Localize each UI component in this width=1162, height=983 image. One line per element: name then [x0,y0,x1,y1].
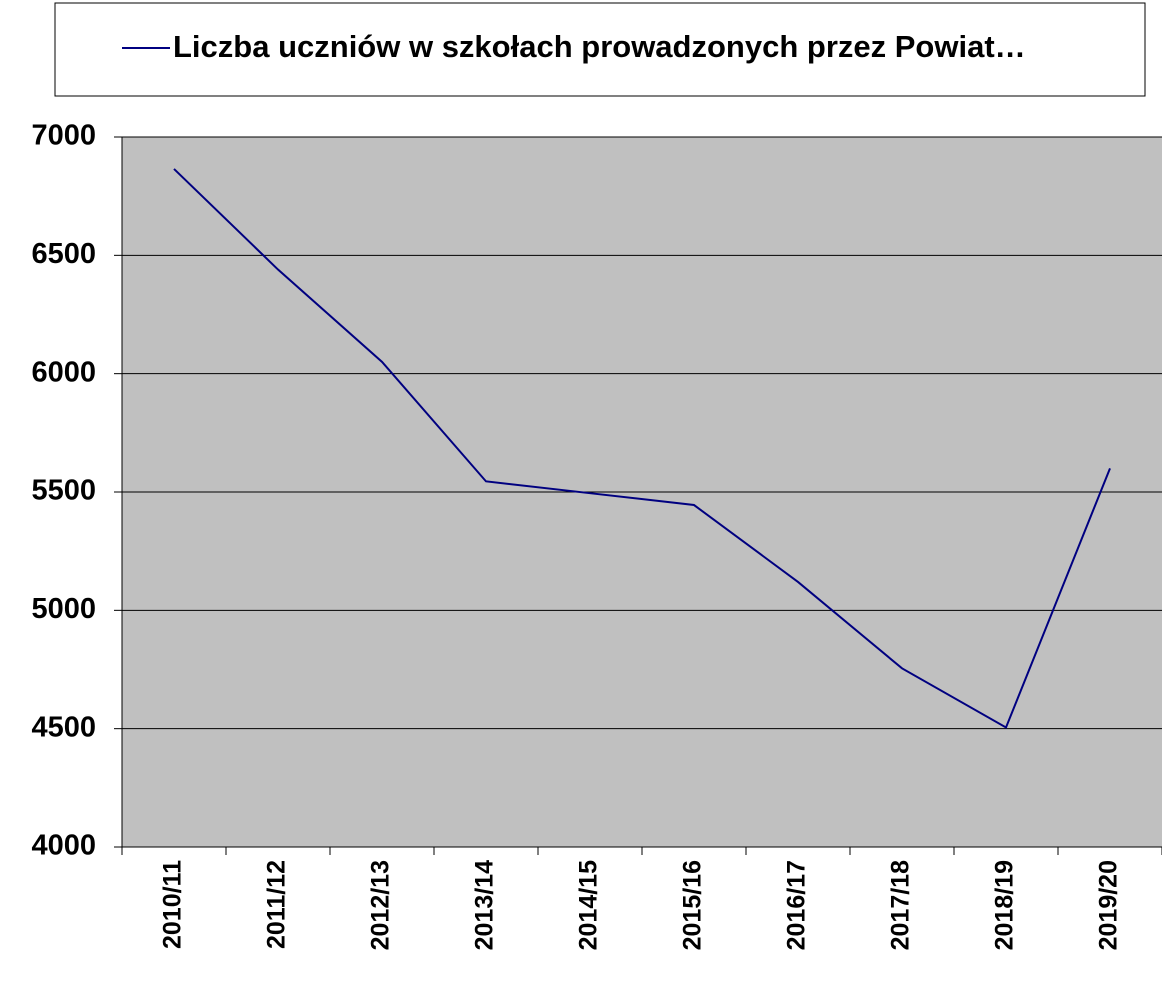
data-line [173,168,1111,729]
x-tick-label: 2013/14 [471,860,499,950]
y-tick-label: 5500 [31,475,96,507]
y-tick-label: 7000 [31,120,96,152]
x-tick-label: 2014/15 [575,860,603,950]
legend-label: Liczba uczniów w szkołach prowadzonych p… [173,29,1026,64]
x-tick-label: 2018/19 [991,860,1019,950]
y-tick-label: 6000 [31,356,96,388]
legend-box [54,2,1146,97]
x-tick-label: 2010/11 [159,860,187,949]
x-tick-label: 2012/13 [367,860,395,950]
x-tick-label: 2015/16 [679,860,707,950]
x-tick-label: 2019/20 [1095,860,1123,950]
y-tick-label: 4500 [31,711,96,743]
y-tick-label: 4000 [31,830,96,862]
y-tick-label: 6500 [31,238,96,270]
x-tick-label: 2017/18 [887,860,915,950]
x-tick-label: 2016/17 [783,860,811,950]
x-tick-label: 2011/12 [263,860,291,949]
y-tick-label: 5000 [31,593,96,625]
